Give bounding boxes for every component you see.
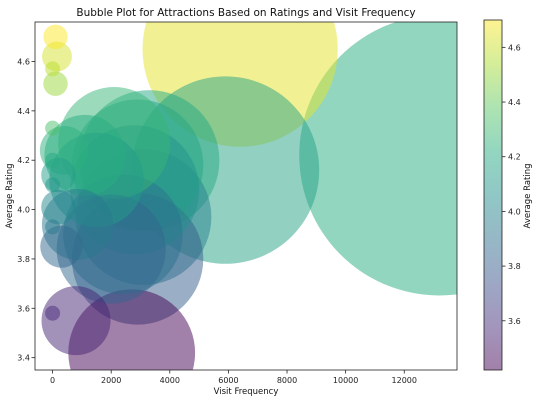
bubble-25 <box>45 120 61 136</box>
x-tick-label: 6000 <box>218 376 238 385</box>
bubble-26 <box>45 152 61 168</box>
colorbar-tick-label: 3.6 <box>508 317 521 326</box>
bubble-16 <box>41 286 111 356</box>
y-tick-label: 4.0 <box>17 206 30 215</box>
y-tick-label: 3.6 <box>17 304 30 313</box>
bubble-22 <box>43 24 68 50</box>
bubble-layer <box>39 22 457 370</box>
colorbar-tick-label: 4.0 <box>508 207 521 216</box>
colorbar-tick-label: 4.6 <box>508 43 521 52</box>
bubble-27 <box>45 177 61 193</box>
bubble-1 <box>299 22 457 296</box>
y-axis: 3.4 3.6 3.8 4.0 4.2 4.4 4.6 <box>17 57 35 363</box>
bubble-23 <box>43 71 68 96</box>
x-axis: 0 2000 4000 6000 8000 10000 12000 <box>50 370 417 385</box>
y-tick-label: 4.2 <box>17 156 30 165</box>
x-tick-label: 12000 <box>392 376 417 385</box>
y-tick-label: 4.4 <box>17 107 30 116</box>
x-tick-label: 2000 <box>101 376 121 385</box>
colorbar-axis: 3.6 3.8 4.0 4.2 4.4 4.6 <box>502 43 521 326</box>
bubble-18 <box>40 225 83 268</box>
colorbar-tick-label: 4.2 <box>508 153 521 162</box>
colorbar-title: Average Rating <box>523 163 533 228</box>
bubble-24 <box>45 61 61 77</box>
colorbar-tick-label: 4.4 <box>508 98 521 107</box>
x-tick-label: 8000 <box>277 376 297 385</box>
y-tick-label: 4.6 <box>17 57 30 66</box>
y-tick-label: 3.8 <box>17 255 30 264</box>
y-tick-label: 3.4 <box>17 354 30 363</box>
x-tick-label: 10000 <box>333 376 358 385</box>
plot-area-frame <box>34 21 458 371</box>
x-axis-title: Visit Frequency <box>214 387 279 397</box>
bubble-29 <box>45 305 61 321</box>
colorbar <box>483 19 503 371</box>
chart-title: Bubble Plot for Attractions Based on Rat… <box>76 7 415 19</box>
y-axis-title: Average Rating <box>5 163 15 228</box>
x-tick-label: 4000 <box>160 376 180 385</box>
x-tick-label: 0 <box>50 376 55 385</box>
bubble-28 <box>45 219 61 235</box>
colorbar-tick-label: 3.8 <box>508 262 521 271</box>
bubble-20 <box>41 189 76 225</box>
